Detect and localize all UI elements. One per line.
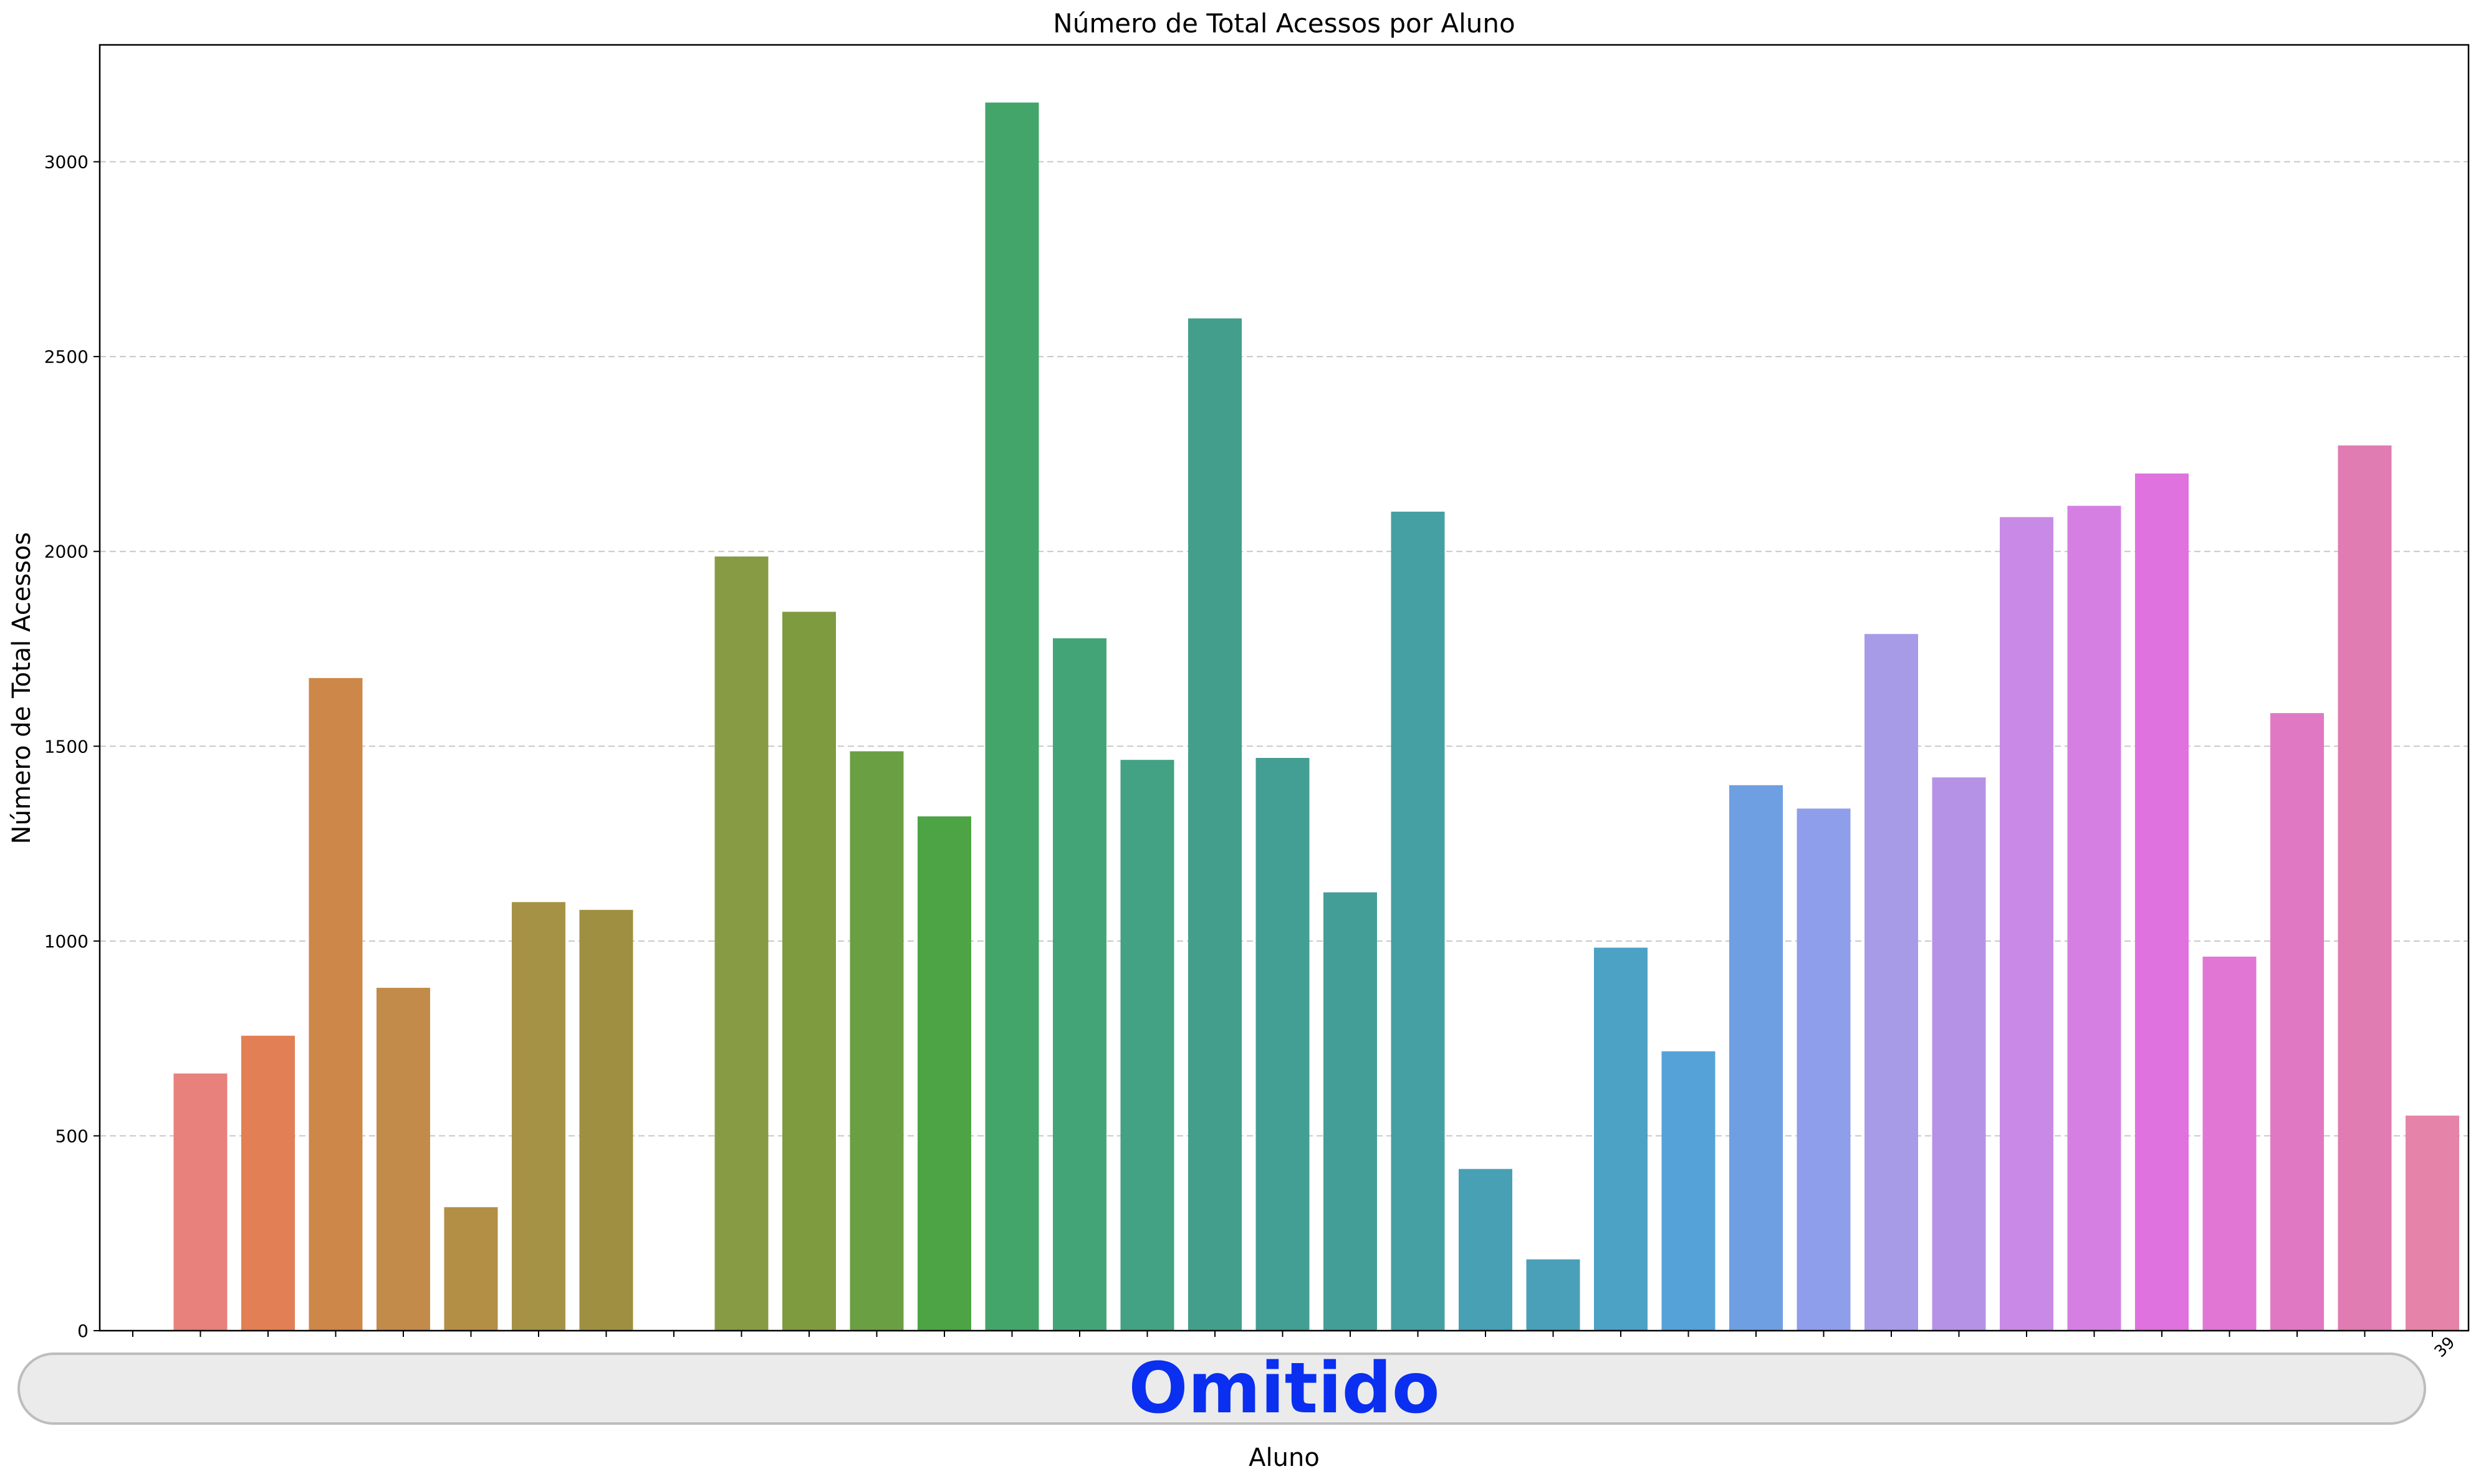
bar bbox=[377, 987, 430, 1331]
x-axis-label: Aluno bbox=[1249, 1443, 1320, 1472]
bar bbox=[2338, 445, 2392, 1331]
bar bbox=[173, 1073, 228, 1331]
bar bbox=[1459, 1169, 1512, 1331]
bar bbox=[985, 102, 1039, 1331]
bar bbox=[782, 611, 836, 1331]
bar bbox=[1391, 511, 1445, 1331]
plot-frame bbox=[98, 44, 2470, 1332]
bar bbox=[241, 1035, 295, 1331]
bar bbox=[1120, 760, 1174, 1331]
y-tick-label: 0 bbox=[77, 1321, 89, 1341]
bar bbox=[1323, 892, 1377, 1331]
y-tick-label: 2500 bbox=[44, 347, 89, 367]
bar bbox=[2406, 1115, 2459, 1331]
x-tick-label: 39 bbox=[2431, 1333, 2459, 1361]
bar bbox=[2135, 473, 2189, 1331]
bar bbox=[1729, 785, 1783, 1331]
y-tick-label: 3000 bbox=[44, 152, 89, 173]
grid-lines bbox=[100, 161, 2469, 1137]
bar bbox=[1255, 758, 1310, 1331]
y-axis-label: Número de Total Acessos bbox=[7, 532, 36, 845]
y-tick-label: 1500 bbox=[44, 736, 89, 757]
y-tick-label: 500 bbox=[55, 1126, 89, 1146]
y-tick-label: 2000 bbox=[44, 542, 89, 562]
y-tick-label: 1000 bbox=[44, 931, 89, 952]
bar bbox=[1594, 947, 1648, 1331]
bar bbox=[512, 902, 565, 1331]
omitted-label: Omitido bbox=[1128, 1348, 1439, 1429]
bar bbox=[309, 677, 363, 1331]
bar bbox=[579, 909, 633, 1331]
bar bbox=[1932, 777, 1986, 1331]
bar bbox=[2000, 517, 2053, 1331]
omitted-banner bbox=[17, 1352, 2426, 1425]
bar bbox=[2202, 956, 2257, 1331]
bar bbox=[1661, 1051, 1716, 1331]
bar bbox=[850, 751, 904, 1331]
bar bbox=[1797, 808, 1851, 1331]
bar bbox=[444, 1207, 498, 1331]
chart-title: Número de Total Acessos por Aluno bbox=[1053, 8, 1515, 39]
bar bbox=[2270, 713, 2324, 1331]
bars bbox=[173, 102, 2459, 1331]
bar bbox=[1188, 318, 1242, 1331]
bar bbox=[714, 556, 769, 1331]
bar bbox=[1526, 1259, 1580, 1331]
bar bbox=[1864, 634, 1918, 1331]
bar bbox=[1053, 638, 1106, 1331]
y-axis-ticks: 0 500 1000 1500 2000 2500 3000 bbox=[44, 152, 100, 1341]
bar bbox=[918, 816, 971, 1331]
bar bbox=[2067, 505, 2121, 1331]
omitted-overlay: Omitido bbox=[17, 1348, 2426, 1429]
